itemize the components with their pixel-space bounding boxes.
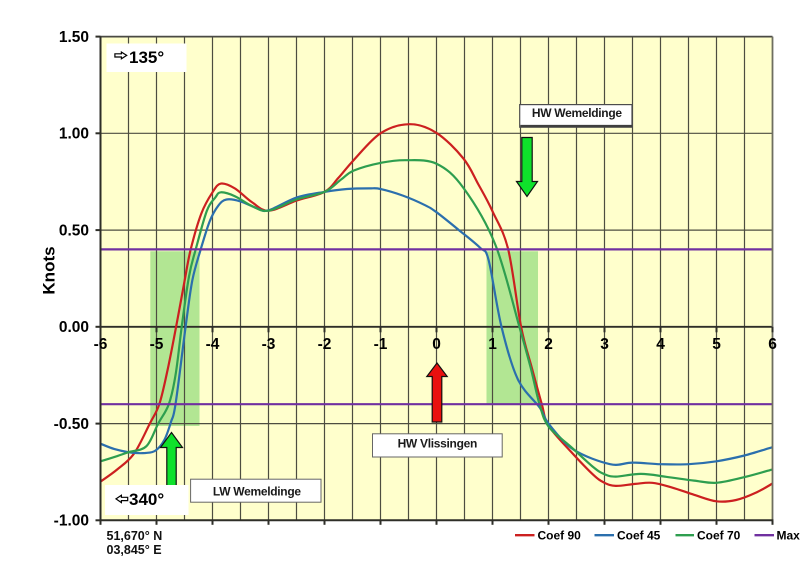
- svg-text:HW Wemeldinge: HW Wemeldinge: [532, 106, 623, 120]
- svg-text:-4: -4: [206, 336, 220, 353]
- svg-text:6: 6: [768, 336, 777, 353]
- svg-text:2: 2: [544, 336, 553, 353]
- svg-text:-0.50: -0.50: [54, 416, 89, 433]
- svg-text:4: 4: [656, 336, 665, 353]
- svg-text:Knots: Knots: [40, 246, 59, 294]
- svg-text:5: 5: [712, 336, 721, 353]
- svg-text:1.50: 1.50: [59, 29, 89, 46]
- svg-text:0: 0: [432, 336, 441, 353]
- svg-text:Coef 90: Coef 90: [538, 529, 582, 543]
- svg-text:51,670° N: 51,670° N: [107, 529, 163, 543]
- svg-text:LW Wemeldinge: LW Wemeldinge: [213, 485, 302, 499]
- svg-text:1.00: 1.00: [59, 126, 89, 143]
- svg-text:HW Vlissingen: HW Vlissingen: [398, 437, 477, 451]
- svg-text:Coef 70: Coef 70: [697, 529, 741, 543]
- svg-text:135°: 135°: [129, 48, 164, 67]
- svg-text:-1: -1: [374, 336, 388, 353]
- svg-text:03,845° E: 03,845° E: [107, 543, 162, 557]
- svg-text:1: 1: [488, 336, 497, 353]
- svg-text:0.50: 0.50: [59, 222, 89, 239]
- svg-text:-3: -3: [262, 336, 276, 353]
- svg-text:-5: -5: [150, 336, 164, 353]
- svg-text:340°: 340°: [129, 490, 164, 509]
- svg-text:0.00: 0.00: [59, 319, 89, 336]
- svg-text:Coef 45: Coef 45: [617, 529, 661, 543]
- svg-text:-1.00: -1.00: [54, 513, 89, 530]
- svg-text:3: 3: [600, 336, 609, 353]
- svg-text:Max: Max: [777, 529, 800, 543]
- svg-text:-6: -6: [94, 336, 108, 353]
- svg-text:-2: -2: [318, 336, 332, 353]
